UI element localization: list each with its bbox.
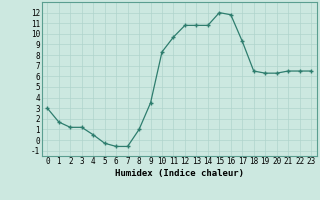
X-axis label: Humidex (Indice chaleur): Humidex (Indice chaleur)	[115, 169, 244, 178]
